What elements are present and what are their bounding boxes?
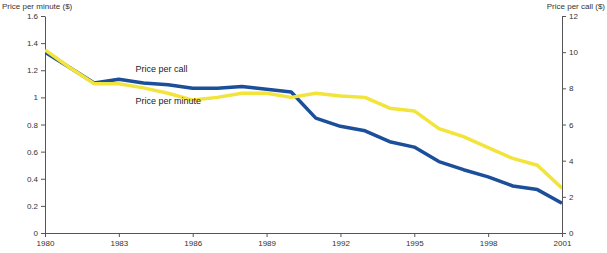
y2-axis: 0 2 4 6 8 10 12 [562,12,578,238]
series-label: Price per call [135,64,187,74]
tick-label: 1989 [258,239,276,248]
tick: 1995 [406,233,424,248]
tick-mark [562,125,566,126]
plot-area [45,50,562,203]
tick: 0.2 [27,202,45,211]
series-line [45,50,562,188]
tick: 4 [562,157,574,166]
tick-label: 0 [569,229,574,238]
tick: 0.6 [27,148,45,157]
tick-mark [45,233,46,237]
y2-axis-title: Price per call ($) [547,2,606,11]
tick-mark [41,43,45,44]
tick-mark [41,206,45,207]
tick: 0 [562,229,574,238]
tick-label: 4 [569,157,574,166]
tick-label: 1986 [184,239,202,248]
tick: 1998 [480,233,498,248]
tick: 0.8 [27,121,45,130]
series-line [45,52,562,203]
tick-mark [562,16,566,17]
tick-label: 6 [569,121,574,130]
tick-mark [414,233,415,237]
tick: 1983 [110,233,128,248]
tick: 6 [562,121,574,130]
tick: 1.6 [27,12,45,21]
axis-line [46,233,563,234]
tick-label: 0.2 [27,202,39,211]
tick: 1989 [258,233,276,248]
tick-mark [562,161,566,162]
tick-mark [340,233,341,237]
tick-label: 0.8 [27,121,39,130]
tick-mark [562,233,566,234]
tick-label: 1995 [406,239,424,248]
tick-label: 8 [569,84,574,93]
tick-mark [488,233,489,237]
tick: 8 [562,84,574,93]
y-axis-title: Price per minute ($) [2,2,73,11]
x-axis: 1980 1983 1986 1989 1992 1995 1998 2001 [37,233,572,248]
tick-label: 0 [34,229,39,238]
tick-label: 2001 [554,239,572,248]
tick-label: 1 [34,93,39,102]
tick-mark [562,52,566,53]
tick-mark [41,152,45,153]
y-axis: 0 0.2 0.4 0.6 0.8 1 1.2 1.4 1.6 [27,12,46,238]
tick-mark [267,233,268,237]
tick: 2 [562,193,574,202]
tick-label: 2 [569,193,574,202]
series-label: Price per minute [135,96,201,106]
tick-label: 1.2 [27,66,39,75]
tick-mark [119,233,120,237]
tick-mark [41,16,45,17]
tick: 0.4 [27,175,45,184]
tick-mark [562,197,566,198]
tick-mark [41,97,45,98]
chart: 1980198319861989199219951998200100.20.40… [0,0,607,253]
tick-mark [41,233,45,234]
tick-label: 1992 [332,239,350,248]
tick-mark [193,233,194,237]
tick-mark [562,88,566,89]
tick: 10 [562,48,578,57]
tick: 1.2 [27,66,45,75]
tick-label: 12 [569,12,578,21]
tick: 1986 [184,233,202,248]
tick-label: 1998 [480,239,498,248]
tick: 1 [34,93,45,102]
tick-label: 1.6 [27,12,39,21]
tick-label: 0.4 [27,175,39,184]
tick: 1992 [332,233,350,248]
tick-label: 1.4 [27,39,39,48]
tick-mark [41,179,45,180]
tick-label: 0.6 [27,148,39,157]
tick-label: 1983 [110,239,128,248]
tick-label: 10 [569,48,578,57]
tick: 12 [562,12,578,21]
tick-mark [41,70,45,71]
tick-label: 1980 [37,239,55,248]
tick: 1980 [37,233,55,248]
tick: 0 [34,229,45,238]
tick: 1.4 [27,39,45,48]
tick-mark [41,125,45,126]
